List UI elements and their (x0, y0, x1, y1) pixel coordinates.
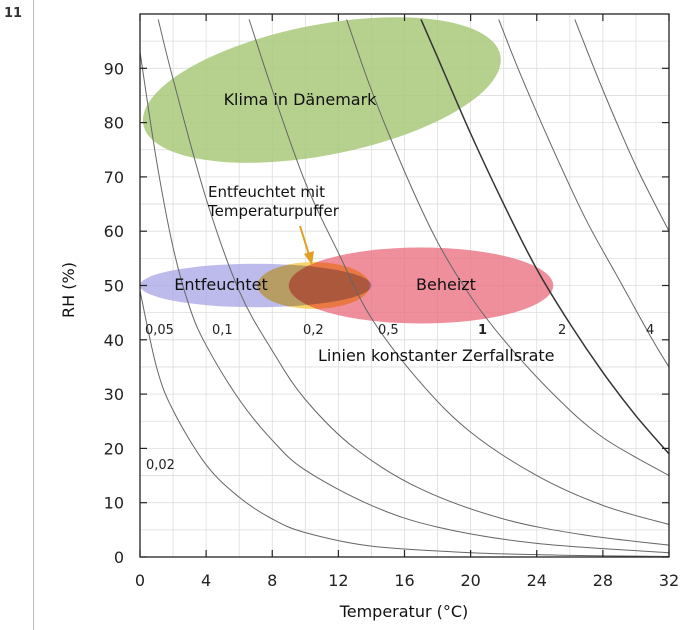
decay-curve (157, 19, 669, 546)
label-klima-daenemark: Klima in Dänemark (224, 90, 378, 109)
y-tick-label: 90 (104, 59, 124, 78)
chart-labels: Klima in Dänemark Entfeuchtet Beheizt Entfe… (145, 90, 654, 473)
x-tick-label: 16 (394, 571, 414, 590)
x-tick-label: 28 (593, 571, 613, 590)
rate-label: 0,2 (303, 323, 324, 338)
arrow-line (299, 225, 311, 259)
x-tick-label: 0 (135, 571, 145, 590)
figure-number: 11 (4, 6, 23, 21)
decay-rate-curves (140, 19, 669, 557)
decay-curve (574, 19, 669, 232)
y-tick-label: 80 (104, 114, 124, 133)
y-axis-title: RH (%) (59, 262, 78, 318)
y-tick-label: 30 (104, 385, 124, 404)
label-entfeuchtet: Entfeuchtet (174, 275, 267, 294)
decay-curve (346, 19, 669, 477)
decay-curve (140, 290, 669, 557)
y-tick-label: 20 (104, 439, 124, 458)
rate-label: 0,5 (378, 323, 399, 338)
label-temperaturpuffer: Entfeuchtet mit Temperaturpuffer (207, 183, 340, 220)
axis-titles: Temperatur (°C) RH (%) (59, 262, 468, 621)
y-tick-label: 40 (104, 331, 124, 350)
frame-divider (33, 0, 34, 630)
y-tick-label: 50 (104, 277, 124, 296)
decay-curve (248, 19, 669, 525)
x-tick-label: 32 (659, 571, 679, 590)
rate-label: 0,05 (145, 323, 174, 338)
y-tick-label: 0 (114, 548, 124, 567)
rate-label: 0,02 (146, 458, 175, 473)
rate-label: 4 (646, 323, 654, 338)
y-tick-label: 70 (104, 168, 124, 187)
region-klima-in-dänemark (142, 17, 501, 163)
x-tick-label: 4 (201, 571, 211, 590)
x-tick-label: 20 (460, 571, 480, 590)
x-tick-label: 12 (328, 571, 348, 590)
y-tick-label: 60 (104, 222, 124, 241)
x-tick-label: 24 (527, 571, 547, 590)
rate-label: 1 (478, 323, 487, 338)
region-beheizt (288, 247, 554, 324)
climate-regions (140, 17, 554, 324)
decay-curve (498, 19, 669, 368)
decay-curve (420, 19, 669, 455)
arrow-head (304, 251, 314, 265)
rate-label: 0,1 (212, 323, 233, 338)
decay-curve (140, 51, 669, 554)
label-zerfallsrate: Linien konstanter Zerfallsrate (318, 346, 555, 365)
rate-label: 2 (558, 323, 566, 338)
x-axis-title: Temperatur (°C) (339, 602, 469, 621)
x-tick-label: 8 (267, 571, 277, 590)
y-tick-label: 10 (104, 494, 124, 513)
label-beheizt: Beheizt (416, 275, 476, 294)
